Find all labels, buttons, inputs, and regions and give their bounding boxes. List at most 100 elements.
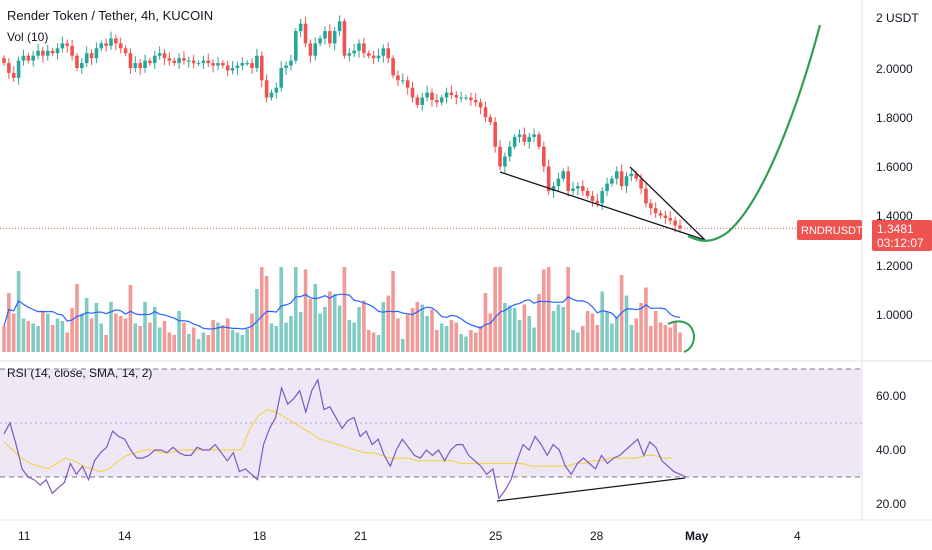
volume-bar bbox=[206, 335, 211, 352]
candle-body bbox=[649, 203, 653, 209]
volume-bar bbox=[109, 302, 113, 352]
candle-body bbox=[60, 43, 65, 49]
candle-body bbox=[94, 48, 99, 59]
volume-bar bbox=[507, 305, 512, 352]
candle-body bbox=[498, 146, 502, 167]
candle-body bbox=[668, 218, 673, 221]
volume-ma-line bbox=[3, 293, 681, 330]
volume-bar bbox=[400, 339, 405, 352]
candle-body bbox=[629, 173, 634, 177]
volume-bar bbox=[41, 311, 45, 352]
volume-bar bbox=[114, 313, 118, 352]
volume-bar bbox=[459, 334, 463, 352]
candle-body bbox=[289, 60, 293, 66]
candle-body bbox=[400, 80, 405, 82]
projection-curve[interactable] bbox=[687, 24, 822, 242]
volume-bar bbox=[551, 311, 556, 352]
price-axis[interactable]: 2 USDT 2.0000 1.8000 1.6000 1.4000 1.200… bbox=[876, 11, 919, 322]
volume-bar bbox=[342, 267, 347, 352]
candle-body bbox=[663, 215, 668, 219]
wedge-upper-trendline[interactable] bbox=[629, 166, 706, 241]
rsi-axis[interactable]: 60.00 40.00 20.00 bbox=[876, 389, 906, 511]
rsi-tick: 60.00 bbox=[876, 389, 906, 403]
candle-body bbox=[347, 53, 352, 56]
volume-bar bbox=[99, 323, 104, 352]
candle-body bbox=[255, 55, 259, 68]
volume-bar bbox=[483, 293, 488, 352]
time-axis[interactable]: 11 14 18 21 25 28 May 4 bbox=[18, 529, 801, 543]
volume-bar bbox=[16, 271, 21, 352]
candle-body bbox=[352, 50, 356, 54]
candle-body bbox=[678, 225, 682, 228]
candle-body bbox=[21, 55, 26, 61]
candle-body bbox=[221, 63, 225, 66]
volume-bar bbox=[624, 295, 629, 352]
candle-body bbox=[342, 21, 347, 56]
candle-body bbox=[600, 191, 604, 204]
volume-bar bbox=[31, 323, 35, 352]
candle-body bbox=[211, 63, 215, 66]
volume-bar bbox=[152, 307, 157, 352]
candle-body bbox=[420, 97, 425, 105]
rsi-support-trendline[interactable] bbox=[496, 477, 686, 502]
candle-body bbox=[11, 72, 16, 78]
volume-bar bbox=[303, 269, 308, 352]
candle-body bbox=[551, 186, 556, 191]
volume-bar bbox=[546, 267, 551, 352]
volume-bar bbox=[279, 267, 284, 352]
volume-bar bbox=[517, 320, 522, 352]
candle-body bbox=[644, 188, 648, 204]
volume-bar bbox=[7, 293, 11, 352]
candle-body bbox=[104, 43, 108, 46]
volume-bar bbox=[522, 304, 527, 352]
candle-body bbox=[182, 58, 186, 61]
candle-body bbox=[546, 166, 551, 191]
candle-body bbox=[99, 43, 104, 49]
candle-body bbox=[410, 87, 415, 98]
volume-bar bbox=[537, 294, 541, 352]
candle-body bbox=[658, 213, 663, 216]
volume-bar bbox=[118, 316, 123, 352]
volume-bar bbox=[221, 325, 225, 352]
volume-bar bbox=[576, 332, 580, 352]
volume-bar bbox=[405, 314, 410, 352]
candle-body bbox=[172, 60, 177, 64]
price-pane[interactable] bbox=[0, 0, 862, 360]
volume-bar bbox=[50, 325, 55, 352]
candle-body bbox=[542, 146, 546, 167]
volume-bar bbox=[503, 303, 507, 352]
volume-bar bbox=[191, 327, 196, 352]
candle-body bbox=[245, 63, 249, 65]
candle-body bbox=[391, 58, 395, 76]
volume-bar bbox=[284, 322, 288, 352]
rsi-indicator-label[interactable]: RSI (14, close, SMA, 14, 2) bbox=[7, 366, 152, 380]
candle-body bbox=[371, 55, 376, 59]
volume-bar bbox=[410, 308, 415, 352]
candle-body bbox=[386, 48, 391, 59]
candle-body bbox=[512, 136, 517, 147]
symbol-title[interactable]: Render Token / Tether, 4h, KUCOIN bbox=[7, 8, 213, 23]
candle-body bbox=[376, 55, 381, 59]
volume-bar bbox=[298, 312, 303, 352]
volume-indicator-label[interactable]: Vol (10) bbox=[7, 30, 48, 44]
wedge-lower-trendline[interactable] bbox=[499, 171, 706, 241]
volume-bar bbox=[585, 311, 590, 352]
candle-body bbox=[595, 200, 600, 204]
price-tick: 1.2000 bbox=[876, 259, 913, 273]
current-price-tag[interactable]: RNDRUSDT 1.3481 03:12:07 bbox=[797, 220, 932, 251]
volume-circle-annotation[interactable] bbox=[667, 320, 695, 353]
volume-bar bbox=[527, 316, 532, 352]
volume-bar bbox=[45, 313, 50, 352]
volume-bar bbox=[328, 291, 332, 352]
time-tick: 25 bbox=[489, 529, 503, 543]
volume-bar bbox=[172, 335, 177, 352]
candle-body bbox=[133, 63, 138, 68]
rsi-line bbox=[3, 378, 687, 501]
volume-bar bbox=[658, 322, 663, 352]
volume-bar bbox=[357, 307, 361, 352]
candle-body bbox=[357, 43, 361, 51]
volume-bar bbox=[211, 320, 215, 352]
volume-bar bbox=[240, 335, 245, 352]
time-tick: 11 bbox=[18, 529, 31, 543]
